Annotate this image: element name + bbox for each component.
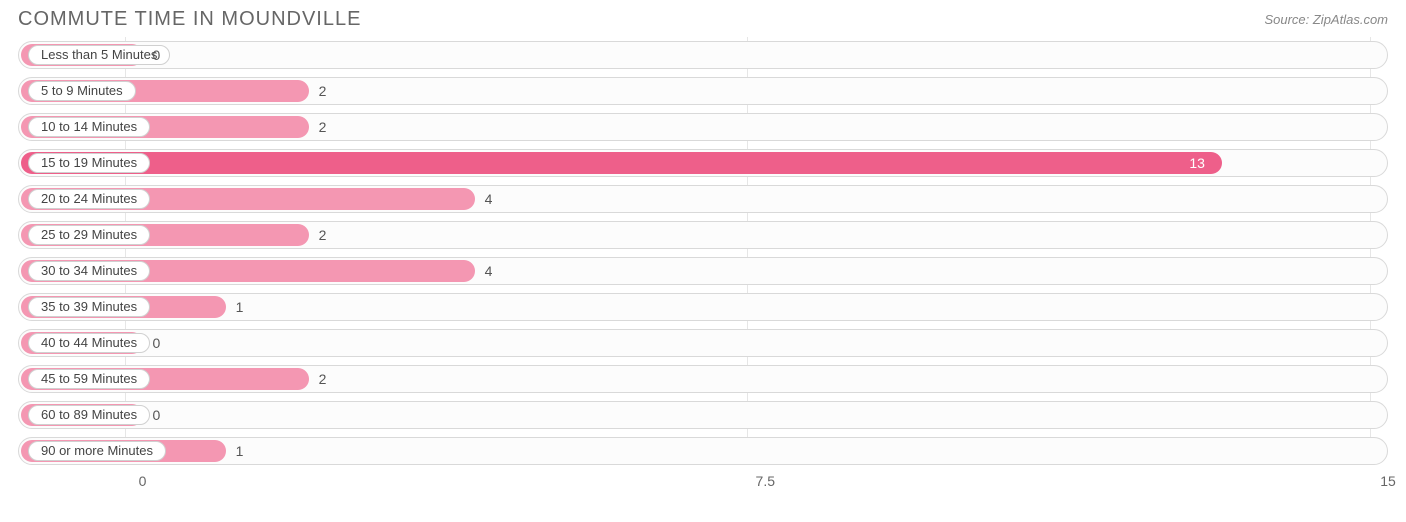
bar-row: 5 to 9 Minutes 2 (18, 77, 1388, 105)
value-label: 0 (143, 41, 161, 69)
bar-track (18, 401, 1388, 429)
category-label: 20 to 24 Minutes (28, 189, 150, 209)
value-label: 0 (143, 329, 161, 357)
chart-title: COMMUTE TIME IN MOUNDVILLE (18, 8, 361, 31)
bar-row: Less than 5 Minutes0 (18, 41, 1388, 69)
bar-track (18, 329, 1388, 357)
bar-row: 15 to 19 Minutes13 (18, 149, 1388, 177)
x-tick-label: 7.5 (756, 473, 775, 489)
chart-source: Source: ZipAtlas.com (1264, 12, 1388, 27)
category-label: 90 or more Minutes (28, 441, 166, 461)
bar-row: 30 to 34 Minutes 4 (18, 257, 1388, 285)
value-label: 0 (143, 401, 161, 429)
bar-row: 10 to 14 Minutes 2 (18, 113, 1388, 141)
chart-area: Less than 5 Minutes05 to 9 Minutes210 to… (0, 37, 1406, 465)
category-label: 60 to 89 Minutes (28, 405, 150, 425)
value-label: 1 (226, 293, 244, 321)
x-tick-label: 15 (1380, 473, 1396, 489)
value-label: 1 (226, 437, 244, 465)
bar-track (18, 41, 1388, 69)
bar-row: 25 to 29 Minutes 2 (18, 221, 1388, 249)
bar-row: 40 to 44 Minutes0 (18, 329, 1388, 357)
category-label: 30 to 34 Minutes (28, 261, 150, 281)
value-label: 2 (309, 365, 327, 393)
category-label: 25 to 29 Minutes (28, 225, 150, 245)
category-label: 45 to 59 Minutes (28, 369, 150, 389)
x-tick-label: 0 (139, 473, 147, 489)
category-label: 10 to 14 Minutes (28, 117, 150, 137)
category-label: 5 to 9 Minutes (28, 81, 136, 101)
bar-row: 60 to 89 Minutes0 (18, 401, 1388, 429)
value-label: 4 (475, 257, 493, 285)
category-label: 35 to 39 Minutes (28, 297, 150, 317)
bar-row: 45 to 59 Minutes 2 (18, 365, 1388, 393)
value-label: 2 (309, 113, 327, 141)
value-label: 2 (309, 77, 327, 105)
value-label: 2 (309, 221, 327, 249)
bar-row: 20 to 24 Minutes 4 (18, 185, 1388, 213)
x-axis: 07.515 (18, 473, 1388, 513)
value-label: 4 (475, 185, 493, 213)
bar-row: 90 or more Minutes 1 (18, 437, 1388, 465)
category-label: 40 to 44 Minutes (28, 333, 150, 353)
bar-row: 35 to 39 Minutes 1 (18, 293, 1388, 321)
value-label: 13 (21, 149, 1219, 177)
